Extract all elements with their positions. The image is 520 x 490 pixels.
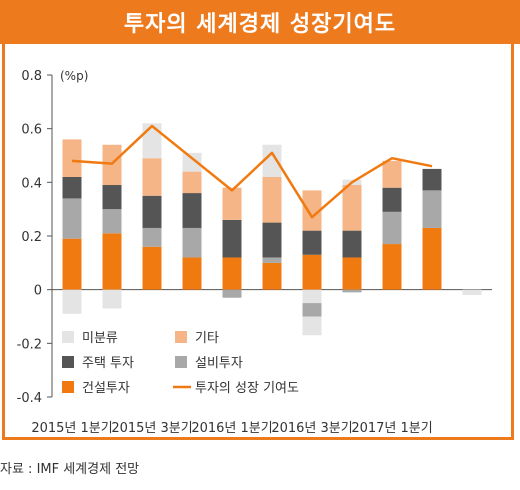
bar-segment xyxy=(262,262,282,290)
y-tick-label: 0.8 xyxy=(21,69,42,84)
bar-segment xyxy=(262,257,282,263)
x-tick-label: 2015년 3분기 xyxy=(111,421,192,436)
bar-segment xyxy=(382,160,402,188)
bar-segment xyxy=(262,144,282,177)
legend-swatch xyxy=(62,331,74,343)
legend-label: 건설투자 xyxy=(82,381,130,396)
bar-segment-negative xyxy=(462,289,482,296)
bar-segment xyxy=(102,185,122,210)
bar-segment xyxy=(102,233,122,290)
bar-segment-negative xyxy=(302,289,322,304)
y-tick-label: 0 xyxy=(34,284,42,299)
bar-segment xyxy=(142,195,162,228)
chart-header: 투자의 세계경제 성장기여도 xyxy=(0,0,520,44)
bar-segment xyxy=(382,211,402,245)
bar-segment xyxy=(182,152,202,172)
bar-segment-negative xyxy=(62,289,82,314)
bar-segment xyxy=(222,219,242,258)
bar-segment xyxy=(342,185,362,231)
bar-segment-negative xyxy=(102,289,122,309)
bar-segment xyxy=(422,168,442,191)
y-tick-label: 0.2 xyxy=(21,230,42,245)
bar-segment-negative xyxy=(302,316,322,336)
bar-segment xyxy=(422,190,442,228)
bar-segment xyxy=(62,198,82,239)
bar-segment xyxy=(142,246,162,290)
bar-segment-negative xyxy=(342,289,362,293)
bar-segment xyxy=(182,171,202,194)
x-tick-label: 2016년 3분기 xyxy=(271,421,352,436)
bar-segment xyxy=(62,238,82,290)
legend-label: 미분류 xyxy=(82,331,118,346)
y-unit-label: (%p) xyxy=(60,69,88,83)
bar-segment xyxy=(102,144,122,186)
x-tick-label: 2015년 1분기 xyxy=(31,421,112,436)
chart-frame xyxy=(2,44,514,440)
legend-swatch xyxy=(62,381,74,393)
legend-label: 주택 투자 xyxy=(82,356,134,371)
bar-segment xyxy=(182,193,202,228)
legend-label: 기타 xyxy=(195,331,219,346)
bar-segment xyxy=(182,257,202,290)
bar-segment xyxy=(102,209,122,234)
bar-segment xyxy=(142,227,162,247)
source-note: 자료 : IMF 세계경제 전망 xyxy=(0,462,140,477)
bar-segment xyxy=(302,230,322,255)
bar-segment-negative xyxy=(222,289,242,298)
bar-segment xyxy=(422,227,442,290)
x-tick-label: 2017년 1분기 xyxy=(351,421,432,436)
bar-segment xyxy=(182,227,202,258)
bar-segment xyxy=(142,158,162,196)
legend-label: 투자의 성장 기여도 xyxy=(195,381,299,396)
bar-segment xyxy=(62,139,82,177)
legend-label: 설비투자 xyxy=(195,356,243,371)
bar-segment xyxy=(342,230,362,258)
bar-segment xyxy=(262,222,282,258)
bar-segment xyxy=(302,254,322,290)
bar-segment-negative xyxy=(302,303,322,317)
y-tick-label: -0.4 xyxy=(17,391,42,406)
bar-segment xyxy=(302,190,322,231)
bar-segment xyxy=(262,176,282,223)
y-tick-label: 0.6 xyxy=(21,123,42,138)
bar-segment xyxy=(62,176,82,199)
legend-swatch xyxy=(175,356,187,368)
line-series-total xyxy=(71,124,433,219)
y-tick-label: 0.4 xyxy=(21,176,42,191)
chart-title: 투자의 세계경제 성장기여도 xyxy=(123,12,397,37)
legend-swatch xyxy=(175,331,187,343)
bar-segment xyxy=(382,244,402,290)
bar-segment xyxy=(382,187,402,212)
y-tick-label: -0.2 xyxy=(17,337,42,352)
bar-segment xyxy=(222,257,242,290)
x-tick-label: 2016년 1분기 xyxy=(191,421,272,436)
bar-segment xyxy=(342,257,362,290)
legend-swatch xyxy=(62,356,74,368)
bar-segment xyxy=(142,123,162,159)
bar-segment xyxy=(222,187,242,220)
